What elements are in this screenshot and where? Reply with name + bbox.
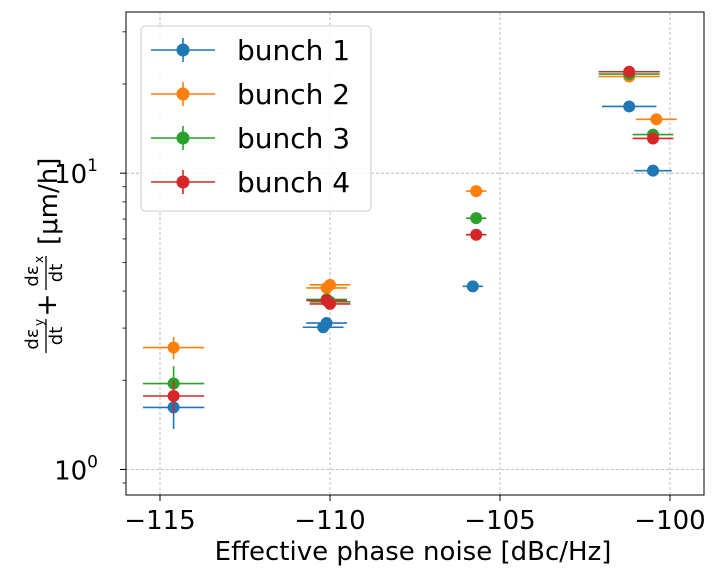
- x-tick-label: −110: [294, 506, 365, 536]
- y-label-x-term-numerator: dε: [22, 265, 43, 286]
- data-point: [623, 65, 636, 78]
- legend-entry-2: bunch 2: [151, 78, 350, 111]
- legend-entry-1: bunch 1: [151, 34, 350, 67]
- legend-marker: [176, 131, 190, 145]
- y-label-plus: +: [30, 293, 63, 316]
- y-tick-label: 101: [54, 156, 98, 190]
- legend-box: [140, 25, 372, 212]
- data-point: [167, 341, 180, 354]
- y-label-x-term-subscript: x: [32, 256, 46, 263]
- data-point: [647, 132, 659, 145]
- series-2: [143, 70, 677, 359]
- data-point: [623, 100, 636, 113]
- series-layer: [143, 65, 677, 429]
- y-label-y-term-numerator: dε: [22, 328, 43, 349]
- data-point: [647, 164, 659, 177]
- legend-marker: [176, 87, 190, 101]
- legend-label: bunch 2: [237, 78, 350, 111]
- legend-marker: [176, 43, 190, 57]
- data-point: [470, 185, 483, 198]
- legend-entries: bunch 1 bunch 2 bunch 3 bunch 4: [151, 34, 350, 199]
- data-point: [167, 389, 180, 402]
- y-label-unit: [μm/h]: [34, 158, 64, 245]
- y-tick-label: 100: [54, 452, 98, 486]
- data-point: [324, 278, 336, 291]
- data-point: [320, 317, 333, 330]
- x-axis-label: Effective phase noise [dBc/Hz]: [215, 537, 612, 567]
- data-point: [324, 297, 336, 310]
- legend-label: bunch 1: [237, 34, 350, 67]
- x-axis: −115 −110 −105 −100: [124, 495, 706, 536]
- legend-label: bunch 4: [237, 166, 350, 199]
- legend-entry-4: bunch 4: [151, 166, 350, 199]
- y-label-x-term-denominator: dt: [46, 264, 67, 282]
- y-axis: 100 101: [54, 31, 126, 486]
- y-label-y-term-denominator: dt: [46, 327, 67, 345]
- series-4: [143, 65, 674, 414]
- data-point: [470, 228, 483, 241]
- y-axis-label: dε y dt + dε x dt [μm/h]: [22, 158, 67, 353]
- y-label-y-term-subscript: y: [32, 319, 46, 326]
- data-point: [466, 280, 479, 293]
- plot-frame: [125, 11, 705, 496]
- legend-entry-3: bunch 3: [151, 122, 350, 155]
- legend: bunch 1 bunch 2 bunch 3 bunch 4: [140, 25, 372, 212]
- data-point: [650, 113, 663, 126]
- data-point: [470, 212, 483, 225]
- legend-label: bunch 3: [237, 122, 350, 155]
- x-tick-label: −115: [124, 506, 195, 536]
- x-tick-label: −105: [464, 506, 535, 536]
- legend-marker: [176, 175, 190, 189]
- x-tick-label: −100: [634, 506, 705, 536]
